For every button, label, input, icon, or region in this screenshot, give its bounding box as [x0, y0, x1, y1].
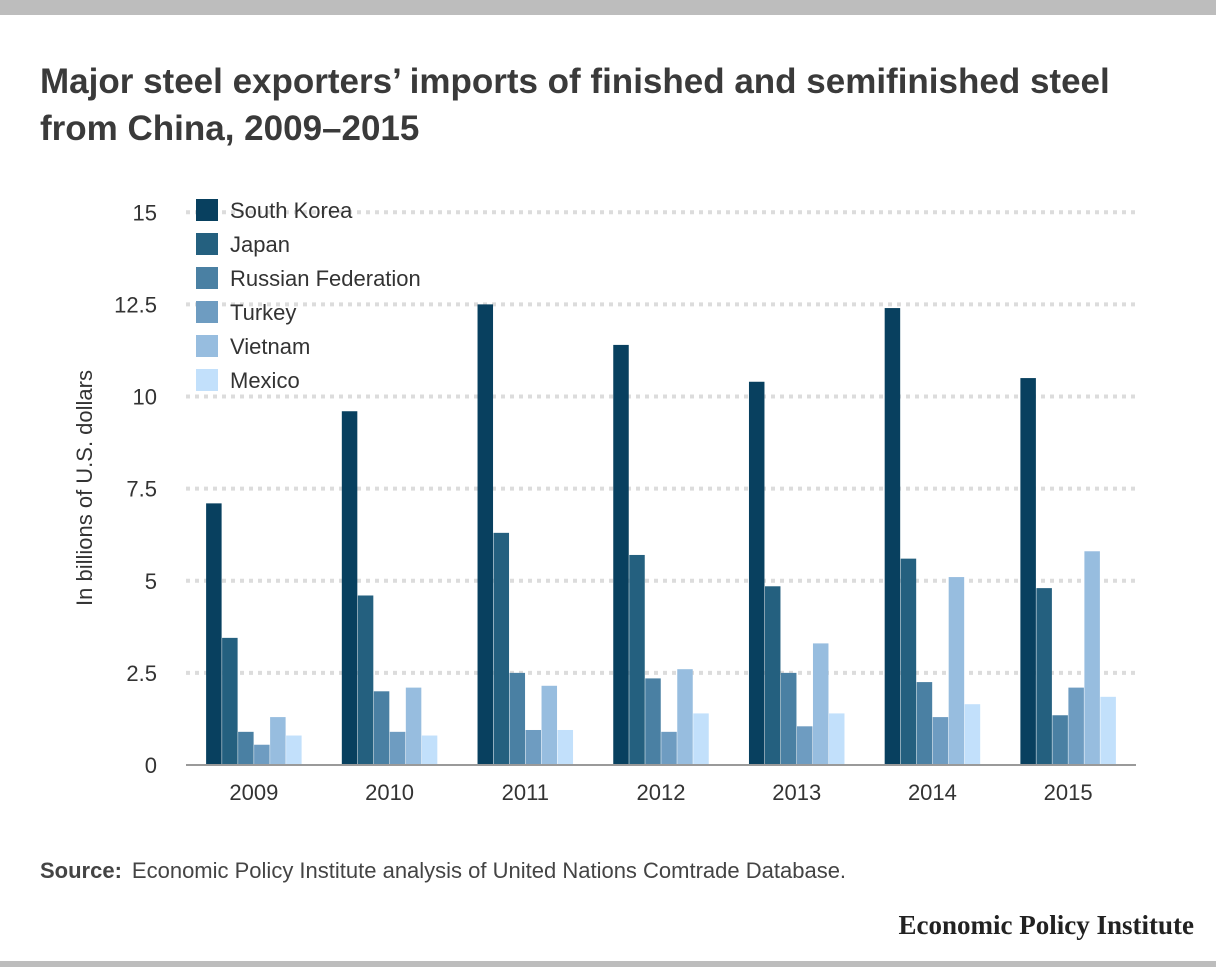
bar	[932, 717, 949, 765]
y-tick-label: 10	[133, 385, 157, 410]
source-text: Economic Policy Institute analysis of Un…	[131, 858, 847, 883]
top-border-bar	[0, 0, 1216, 15]
bar	[238, 731, 254, 765]
brand-logo-text: Economic Policy Institute	[898, 910, 1194, 940]
bar	[286, 735, 302, 765]
bar	[828, 713, 845, 765]
bar	[1052, 715, 1068, 765]
legend-label: Vietnam	[230, 334, 310, 359]
chart-title: Major steel exporters’ imports of finish…	[40, 62, 1110, 148]
bar	[1020, 378, 1036, 765]
legend-label: Russian Federation	[230, 266, 421, 291]
bar	[796, 726, 813, 765]
bar	[780, 672, 797, 765]
bar	[900, 558, 917, 765]
bottom-border-bar	[0, 961, 1216, 967]
source-note: Source: Economic Policy Institute analysi…	[40, 858, 846, 884]
bars	[206, 304, 1116, 765]
source-label: Source:	[40, 858, 122, 883]
y-axis-label: In billions of U.S. dollars	[72, 370, 97, 606]
bar	[493, 532, 510, 765]
bar	[693, 713, 709, 765]
bar	[557, 729, 574, 765]
y-tick-label: 7.5	[126, 477, 157, 502]
legend-swatch	[196, 301, 218, 323]
legend-label: South Korea	[230, 198, 353, 223]
x-tick-label: 2012	[637, 780, 686, 805]
legend-swatch	[196, 233, 218, 255]
bar	[1068, 687, 1084, 765]
bar	[206, 503, 222, 765]
bar	[645, 678, 661, 765]
bar	[812, 643, 829, 765]
bar	[916, 682, 933, 765]
bar	[613, 344, 629, 765]
bar	[509, 672, 526, 765]
bar	[764, 586, 781, 765]
legend: South Korea Japan Russian Federation Turkey…	[196, 198, 421, 393]
bar	[405, 687, 422, 765]
axes: 0 2.5 5 7.5 10 12.5 15 2009 2010 2011 2012 2013 2014…	[114, 200, 1136, 805]
bar	[677, 669, 693, 765]
bar	[1036, 588, 1052, 765]
x-tick-label: 2014	[908, 780, 957, 805]
x-tick-label: 2013	[772, 780, 821, 805]
bar	[661, 731, 677, 765]
x-tick-label: 2010	[365, 780, 414, 805]
y-tick-label: 0	[145, 753, 157, 778]
legend-label: Mexico	[230, 368, 300, 393]
bar	[389, 731, 406, 765]
bar	[477, 304, 494, 765]
legend-swatch	[196, 267, 218, 289]
legend-label: Japan	[230, 232, 290, 257]
bar	[525, 729, 542, 765]
bar	[373, 691, 390, 765]
bar	[254, 744, 270, 765]
bar	[964, 704, 981, 765]
legend-swatch	[196, 369, 218, 391]
bar	[629, 554, 645, 765]
bar	[341, 411, 358, 765]
bar	[357, 595, 374, 765]
bar	[1084, 551, 1100, 765]
y-tick-label: 2.5	[126, 661, 157, 686]
bar	[421, 735, 438, 765]
y-tick-label: 12.5	[114, 292, 157, 317]
x-tick-label: 2011	[502, 780, 549, 805]
bar	[748, 381, 765, 765]
bar	[884, 308, 901, 765]
legend-label: Turkey	[230, 300, 296, 325]
y-tick-label: 15	[133, 200, 157, 225]
y-tick-label: 5	[145, 569, 157, 594]
bar	[270, 717, 286, 765]
bar	[541, 685, 558, 765]
legend-swatch	[196, 335, 218, 357]
bar	[1100, 696, 1116, 765]
bar	[948, 577, 965, 765]
legend-swatch	[196, 199, 218, 221]
x-tick-label: 2009	[229, 780, 278, 805]
x-tick-label: 2015	[1044, 780, 1093, 805]
bar	[222, 637, 238, 765]
